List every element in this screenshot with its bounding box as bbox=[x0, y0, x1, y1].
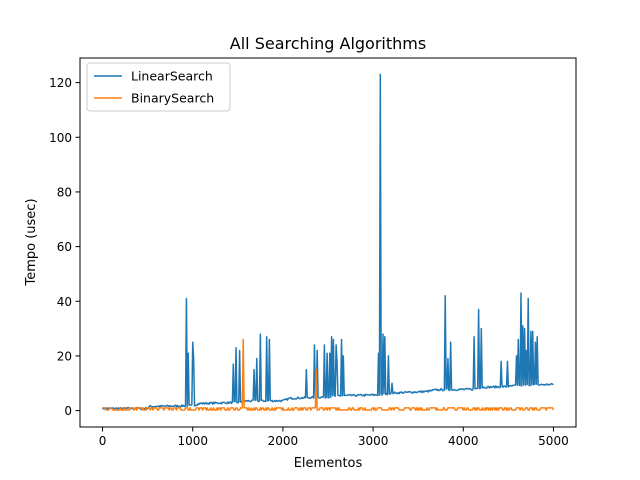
y-tick-label: 0 bbox=[64, 404, 72, 418]
x-tick-label: 0 bbox=[99, 434, 107, 448]
y-tick-label: 80 bbox=[57, 185, 72, 199]
y-tick-label: 40 bbox=[57, 295, 72, 309]
plot-frame bbox=[79, 57, 577, 428]
axis-ticks: 0 1000 2000 3000 4000 5000 0 20 40 60 80 100 120 bbox=[49, 76, 569, 448]
x-tick-label: 4000 bbox=[448, 434, 479, 448]
series-line-linearsearch bbox=[101, 73, 554, 411]
legend-box bbox=[86, 62, 231, 112]
x-tick-label: 5000 bbox=[538, 434, 569, 448]
x-tick-label: 3000 bbox=[358, 434, 389, 448]
y-tick-label: 60 bbox=[57, 240, 72, 254]
series-line-binarysearch bbox=[102, 338, 555, 411]
x-tick-label: 1000 bbox=[177, 434, 208, 448]
plot-clipped bbox=[101, 73, 555, 411]
legend-label-linearsearch: LinearSearch bbox=[131, 69, 213, 84]
y-axis-label: Tempo (usec) bbox=[24, 198, 39, 286]
y-tick-label: 20 bbox=[57, 349, 72, 363]
y-tick-label: 120 bbox=[49, 76, 72, 90]
plot-area bbox=[101, 73, 555, 411]
legend-label-binarysearch: BinarySearch bbox=[131, 91, 214, 106]
y-tick-label: 100 bbox=[49, 131, 72, 145]
x-axis-label: Elementos bbox=[294, 456, 363, 471]
legend: LinearSearch BinarySearch bbox=[86, 62, 231, 112]
x-tick-label: 2000 bbox=[268, 434, 299, 448]
chart-title: All Searching Algorithms bbox=[230, 34, 426, 53]
